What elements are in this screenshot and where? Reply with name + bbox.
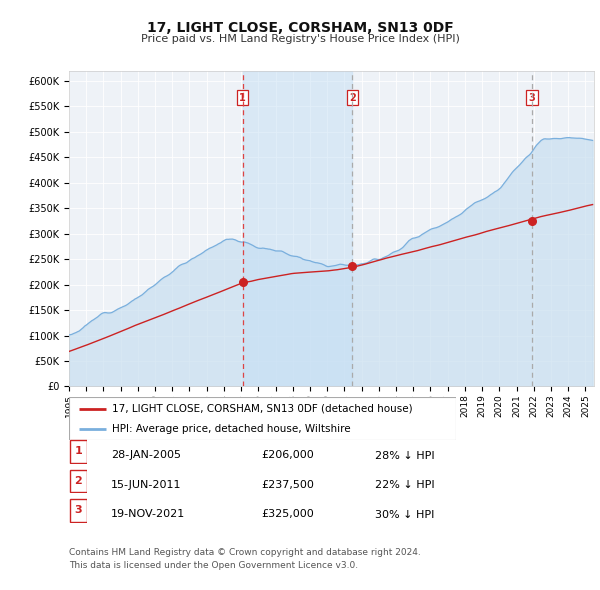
Text: 1: 1 <box>74 447 82 456</box>
Text: Contains HM Land Registry data © Crown copyright and database right 2024.: Contains HM Land Registry data © Crown c… <box>69 548 421 556</box>
Text: 2: 2 <box>349 93 356 103</box>
Text: 1: 1 <box>239 93 246 103</box>
Bar <box>242 71 352 386</box>
Text: 30% ↓ HPI: 30% ↓ HPI <box>375 510 434 519</box>
Text: This data is licensed under the Open Government Licence v3.0.: This data is licensed under the Open Gov… <box>69 560 358 569</box>
Text: Price paid vs. HM Land Registry's House Price Index (HPI): Price paid vs. HM Land Registry's House … <box>140 34 460 44</box>
Text: £325,000: £325,000 <box>261 510 314 519</box>
Text: 2: 2 <box>74 476 82 486</box>
Text: 28-JAN-2005: 28-JAN-2005 <box>111 451 181 460</box>
Text: 15-JUN-2011: 15-JUN-2011 <box>111 480 182 490</box>
Text: 17, LIGHT CLOSE, CORSHAM, SN13 0DF (detached house): 17, LIGHT CLOSE, CORSHAM, SN13 0DF (deta… <box>112 404 412 414</box>
Text: £206,000: £206,000 <box>261 451 314 460</box>
Text: 3: 3 <box>529 93 535 103</box>
Text: £237,500: £237,500 <box>261 480 314 490</box>
Text: 19-NOV-2021: 19-NOV-2021 <box>111 510 185 519</box>
Text: 17, LIGHT CLOSE, CORSHAM, SN13 0DF: 17, LIGHT CLOSE, CORSHAM, SN13 0DF <box>146 21 454 35</box>
Text: HPI: Average price, detached house, Wiltshire: HPI: Average price, detached house, Wilt… <box>112 424 350 434</box>
Text: 28% ↓ HPI: 28% ↓ HPI <box>375 451 434 460</box>
Text: 22% ↓ HPI: 22% ↓ HPI <box>375 480 434 490</box>
Text: 3: 3 <box>74 506 82 515</box>
